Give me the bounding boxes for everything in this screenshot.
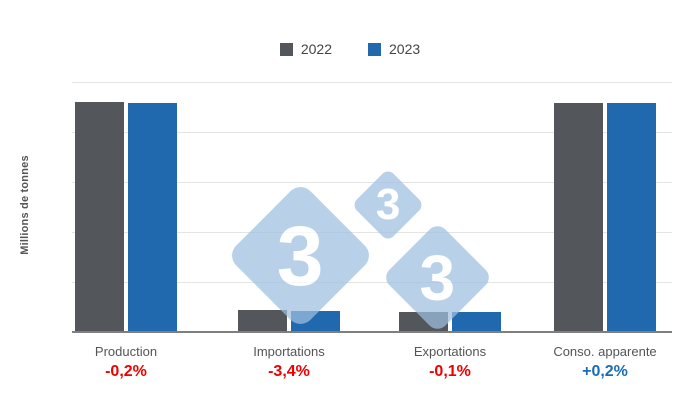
legend-label: 2023	[389, 41, 421, 57]
category-label-3: Exportations	[413, 344, 487, 359]
legend: 2022 2023	[0, 41, 700, 57]
legend-swatch-icon	[279, 42, 293, 56]
change-label-3: -0,1%	[429, 363, 471, 380]
bar-2022-importations	[238, 310, 287, 332]
change-label-4: +0,2%	[582, 363, 628, 380]
change-label-2: -3,4%	[268, 363, 310, 380]
change-label-1: -0,2%	[105, 363, 147, 380]
bar-2022-production	[75, 102, 124, 332]
bar-2023-conso-apparente	[607, 103, 656, 332]
bar-2022-conso-apparente	[554, 103, 603, 332]
bar-2022-exportations	[399, 312, 448, 332]
category-label-1: Production	[94, 344, 158, 359]
gridline-100	[72, 132, 672, 133]
gridline-125	[72, 82, 672, 83]
legend-item-2023: 2023	[368, 41, 420, 57]
bar-2023-importations	[291, 311, 340, 332]
bar-2023-production	[128, 103, 177, 332]
legend-item-2022: 2022	[279, 41, 332, 57]
x-axis-line	[72, 331, 672, 333]
legend-swatch-icon	[368, 42, 381, 56]
legend-label: 2022	[300, 41, 332, 57]
category-label-2: Importations	[253, 344, 325, 359]
bar-2023-exportations	[452, 312, 501, 332]
category-label-4: Conso. apparente	[553, 344, 657, 359]
y-axis-title: Millions de tonnes	[19, 155, 31, 255]
plot-area	[72, 82, 672, 333]
